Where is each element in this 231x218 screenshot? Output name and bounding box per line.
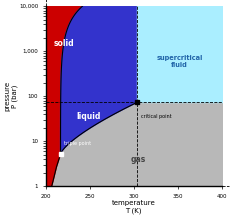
Text: gas: gas [131, 155, 146, 164]
Polygon shape [61, 6, 137, 154]
Text: supercritical
fluid: supercritical fluid [156, 55, 203, 68]
Text: triple point: triple point [64, 141, 91, 146]
X-axis label: temperature
T (K): temperature T (K) [112, 200, 156, 214]
Text: liquid: liquid [76, 112, 100, 121]
Polygon shape [46, 6, 82, 209]
Text: critical point: critical point [141, 114, 172, 119]
Text: solid: solid [54, 39, 74, 48]
Y-axis label: pressure
P (bar): pressure P (bar) [4, 81, 18, 111]
